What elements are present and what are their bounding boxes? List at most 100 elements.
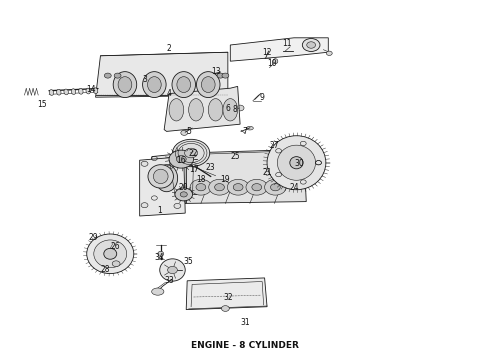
Ellipse shape [273, 59, 278, 64]
Ellipse shape [71, 89, 76, 94]
Circle shape [302, 39, 320, 51]
Text: 8: 8 [233, 105, 238, 114]
Ellipse shape [143, 72, 166, 98]
Text: 14: 14 [86, 85, 96, 94]
Circle shape [114, 73, 121, 78]
Text: 16: 16 [176, 156, 186, 165]
Text: 20: 20 [179, 183, 189, 192]
Ellipse shape [156, 165, 177, 192]
Circle shape [215, 184, 224, 191]
Ellipse shape [290, 157, 303, 169]
Circle shape [181, 130, 188, 135]
Ellipse shape [147, 77, 161, 93]
Text: 30: 30 [294, 159, 304, 168]
Text: 1: 1 [157, 206, 162, 215]
Ellipse shape [64, 89, 69, 95]
Circle shape [270, 184, 280, 191]
Polygon shape [186, 278, 267, 310]
Circle shape [168, 266, 177, 274]
Text: 34: 34 [154, 253, 164, 262]
Ellipse shape [267, 136, 326, 190]
Ellipse shape [169, 99, 184, 121]
Circle shape [219, 108, 224, 113]
Circle shape [176, 156, 186, 163]
Circle shape [141, 203, 148, 208]
Polygon shape [230, 38, 328, 61]
Polygon shape [140, 157, 185, 216]
Text: 19: 19 [220, 175, 230, 184]
Ellipse shape [286, 43, 292, 47]
Ellipse shape [49, 90, 54, 95]
Circle shape [169, 150, 194, 168]
Ellipse shape [158, 251, 164, 256]
Text: 7: 7 [243, 127, 247, 136]
Text: 15: 15 [37, 100, 47, 109]
Text: 2: 2 [167, 44, 172, 53]
Text: 11: 11 [282, 39, 292, 48]
Ellipse shape [160, 259, 185, 281]
Circle shape [175, 188, 193, 201]
Text: 13: 13 [211, 68, 220, 77]
Circle shape [217, 73, 224, 78]
Ellipse shape [246, 126, 253, 130]
Text: 33: 33 [164, 276, 174, 285]
Text: 21: 21 [262, 168, 272, 177]
Circle shape [222, 73, 229, 78]
Ellipse shape [113, 72, 137, 98]
Polygon shape [96, 52, 228, 97]
Ellipse shape [148, 165, 173, 188]
Ellipse shape [87, 234, 134, 274]
Text: 6: 6 [225, 104, 230, 112]
Ellipse shape [86, 88, 91, 94]
Text: 27: 27 [270, 141, 279, 150]
Text: ENGINE - 8 CYLINDER: ENGINE - 8 CYLINDER [191, 341, 299, 350]
Circle shape [180, 192, 187, 197]
Text: 23: 23 [206, 163, 216, 172]
Text: 31: 31 [240, 318, 250, 327]
Text: 28: 28 [100, 266, 110, 274]
Circle shape [209, 179, 230, 195]
Ellipse shape [151, 288, 164, 295]
Ellipse shape [223, 99, 238, 121]
Circle shape [172, 139, 210, 167]
Circle shape [196, 184, 206, 191]
Text: 9: 9 [260, 93, 265, 102]
Polygon shape [164, 86, 240, 131]
Polygon shape [149, 153, 186, 205]
Circle shape [104, 73, 111, 78]
Circle shape [190, 179, 212, 195]
Text: 24: 24 [289, 183, 299, 192]
Text: 25: 25 [230, 152, 240, 161]
Ellipse shape [118, 77, 132, 93]
Text: 18: 18 [196, 175, 206, 184]
Circle shape [236, 105, 244, 111]
Text: 17: 17 [189, 165, 198, 174]
Text: 32: 32 [223, 292, 233, 302]
Ellipse shape [189, 99, 203, 121]
Text: 3: 3 [142, 75, 147, 84]
Circle shape [141, 161, 148, 166]
Circle shape [221, 306, 229, 311]
Circle shape [112, 261, 120, 266]
Text: 29: 29 [88, 233, 98, 242]
Circle shape [252, 184, 262, 191]
Ellipse shape [172, 72, 196, 98]
Text: 22: 22 [189, 149, 198, 158]
Circle shape [185, 148, 197, 158]
Ellipse shape [153, 169, 168, 184]
Ellipse shape [94, 240, 127, 268]
Text: 35: 35 [184, 256, 194, 265]
Text: 26: 26 [110, 242, 120, 251]
Circle shape [233, 184, 243, 191]
Ellipse shape [201, 77, 215, 93]
Text: 5: 5 [186, 127, 191, 136]
Ellipse shape [277, 145, 316, 180]
Ellipse shape [104, 248, 117, 259]
Circle shape [265, 179, 286, 195]
Ellipse shape [177, 77, 191, 93]
Circle shape [326, 51, 332, 55]
Circle shape [174, 203, 181, 208]
Circle shape [246, 179, 268, 195]
Circle shape [307, 42, 316, 48]
Text: 12: 12 [262, 48, 272, 57]
